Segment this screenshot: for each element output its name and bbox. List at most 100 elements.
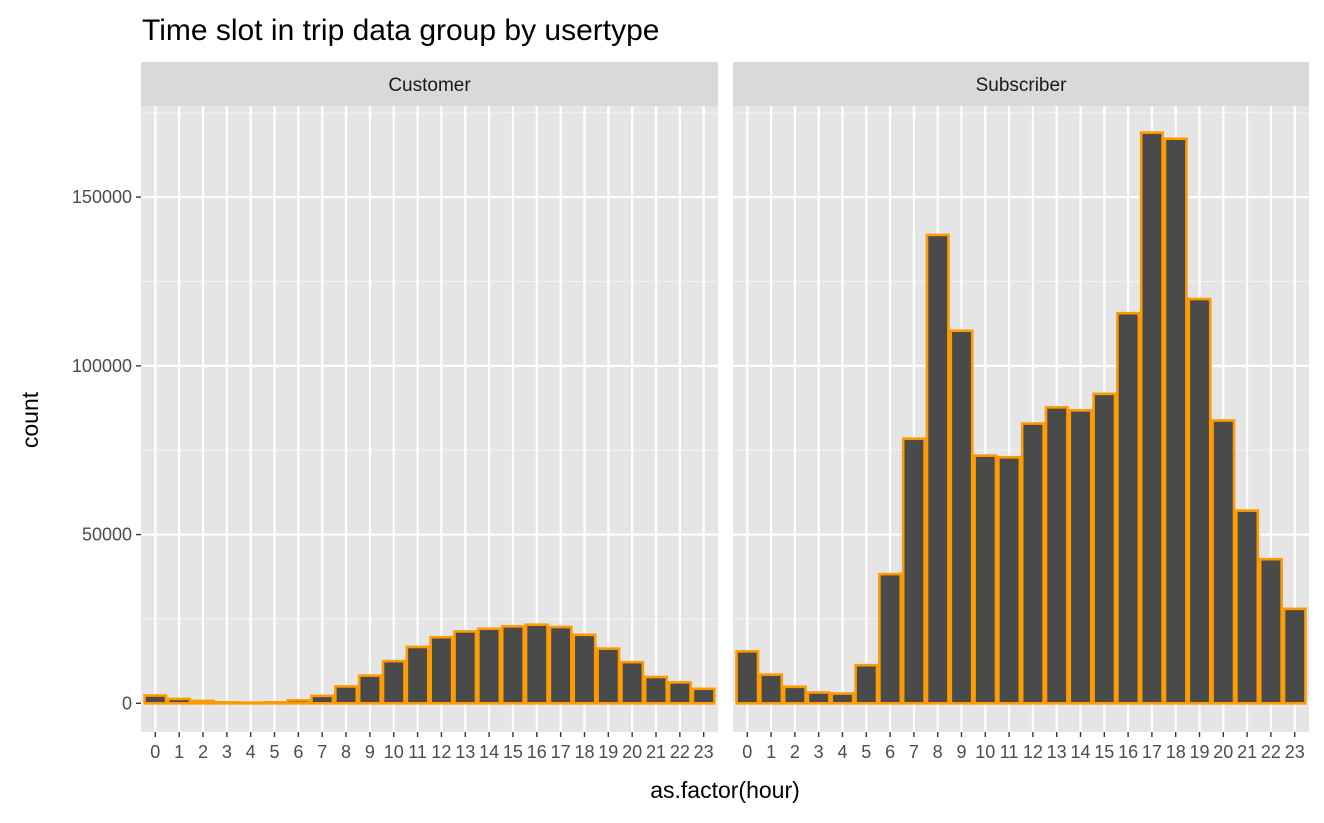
bar-subscriber-4 <box>830 692 855 705</box>
x-tick-label: 2 <box>198 742 208 762</box>
bar-subscriber-11 <box>997 456 1022 705</box>
bar-customer-11 <box>405 645 430 705</box>
bar-subscriber-2 <box>782 685 807 705</box>
x-tick-label: 16 <box>527 742 547 762</box>
x-tick-label: 12 <box>431 742 451 762</box>
chart-title: Time slot in trip data group by usertype <box>142 14 659 47</box>
bar-customer-3 <box>214 701 239 705</box>
x-tick-label: 9 <box>956 742 966 762</box>
x-tick-label: 13 <box>1047 742 1067 762</box>
bar-subscriber-21 <box>1235 509 1260 705</box>
bar-subscriber-19 <box>1187 297 1212 705</box>
x-tick-label: 5 <box>270 742 280 762</box>
bar-customer-12 <box>429 635 454 705</box>
y-tick-label: 150000 <box>72 187 132 207</box>
bar-customer-0 <box>143 694 168 705</box>
bar-customer-22 <box>667 681 692 705</box>
bar-subscriber-10 <box>973 454 998 705</box>
x-axis-title: as.factor(hour) <box>650 777 800 803</box>
bar-subscriber-18 <box>1163 137 1188 705</box>
bar-customer-13 <box>453 630 478 705</box>
x-tick-label: 14 <box>479 742 499 762</box>
x-tick-label: 18 <box>1166 742 1186 762</box>
y-tick-label: 0 <box>122 693 132 713</box>
bar-customer-8 <box>334 685 359 705</box>
bar-subscriber-9 <box>949 329 974 705</box>
x-tick-label: 10 <box>384 742 404 762</box>
bar-customer-15 <box>500 625 525 705</box>
x-tick-label: 1 <box>766 742 776 762</box>
x-tick-label: 19 <box>598 742 618 762</box>
y-tick-label: 100000 <box>72 356 132 376</box>
bar-subscriber-14 <box>1068 409 1093 705</box>
x-tick-label: 19 <box>1189 742 1209 762</box>
x-tick-label: 4 <box>246 742 256 762</box>
bar-customer-7 <box>310 694 335 705</box>
facet-strip-label: Subscriber <box>976 75 1067 96</box>
x-tick-label: 14 <box>1070 742 1090 762</box>
x-tick-label: 2 <box>790 742 800 762</box>
x-tick-label: 6 <box>293 742 303 762</box>
x-tick-label: 0 <box>150 742 160 762</box>
x-tick-label: 1 <box>174 742 184 762</box>
bar-customer-1 <box>167 697 192 705</box>
y-tick-label: 50000 <box>82 525 132 545</box>
x-tick-label: 4 <box>837 742 847 762</box>
bar-subscriber-7 <box>901 437 926 705</box>
y-axis-title: count <box>17 391 43 448</box>
bar-customer-21 <box>643 675 669 705</box>
x-tick-label: 15 <box>503 742 523 762</box>
x-tick-label: 15 <box>1094 742 1114 762</box>
x-tick-label: 16 <box>1118 742 1138 762</box>
x-tick-label: 21 <box>1237 742 1257 762</box>
bar-customer-18 <box>572 633 597 705</box>
x-tick-label: 8 <box>341 742 351 762</box>
x-tick-label: 20 <box>622 742 642 762</box>
bar-subscriber-1 <box>759 673 784 705</box>
facet-strip-label: Customer <box>388 75 471 96</box>
x-tick-label: 0 <box>742 742 752 762</box>
panel-background <box>141 106 718 732</box>
bar-customer-19 <box>596 647 621 705</box>
bar-customer-2 <box>190 699 216 705</box>
facet-strip <box>141 62 718 106</box>
x-tick-label: 13 <box>455 742 475 762</box>
x-tick-label: 17 <box>551 742 571 762</box>
x-tick-label: 10 <box>975 742 995 762</box>
bar-subscriber-23 <box>1282 607 1307 705</box>
x-tick-label: 20 <box>1213 742 1233 762</box>
x-tick-label: 11 <box>1000 742 1019 762</box>
bar-subscriber-20 <box>1211 419 1236 705</box>
x-tick-label: 22 <box>1261 742 1281 762</box>
bar-subscriber-3 <box>806 691 831 705</box>
x-tick-label: 11 <box>408 742 427 762</box>
bar-subscriber-8 <box>925 233 950 705</box>
x-tick-label: 12 <box>1023 742 1043 762</box>
x-tick-label: 7 <box>909 742 919 762</box>
bar-subscriber-0 <box>735 650 760 705</box>
x-tick-label: 21 <box>646 742 666 762</box>
x-tick-label: 3 <box>222 742 232 762</box>
x-tick-label: 23 <box>694 742 714 762</box>
bar-subscriber-6 <box>878 572 903 705</box>
bar-customer-4 <box>238 701 263 705</box>
bar-subscriber-12 <box>1020 422 1045 705</box>
bar-customer-23 <box>691 687 716 705</box>
x-tick-label: 7 <box>317 742 327 762</box>
x-tick-label: 18 <box>574 742 594 762</box>
bar-subscriber-15 <box>1092 392 1117 705</box>
bar-customer-14 <box>477 627 502 705</box>
bar-customer-20 <box>620 660 645 705</box>
x-tick-label: 6 <box>885 742 895 762</box>
bar-subscriber-17 <box>1139 131 1164 705</box>
bar-customer-9 <box>357 674 382 705</box>
x-tick-label: 3 <box>814 742 824 762</box>
x-tick-label: 23 <box>1285 742 1305 762</box>
bar-customer-5 <box>262 701 287 705</box>
x-tick-label: 17 <box>1142 742 1162 762</box>
bar-subscriber-13 <box>1044 406 1069 705</box>
